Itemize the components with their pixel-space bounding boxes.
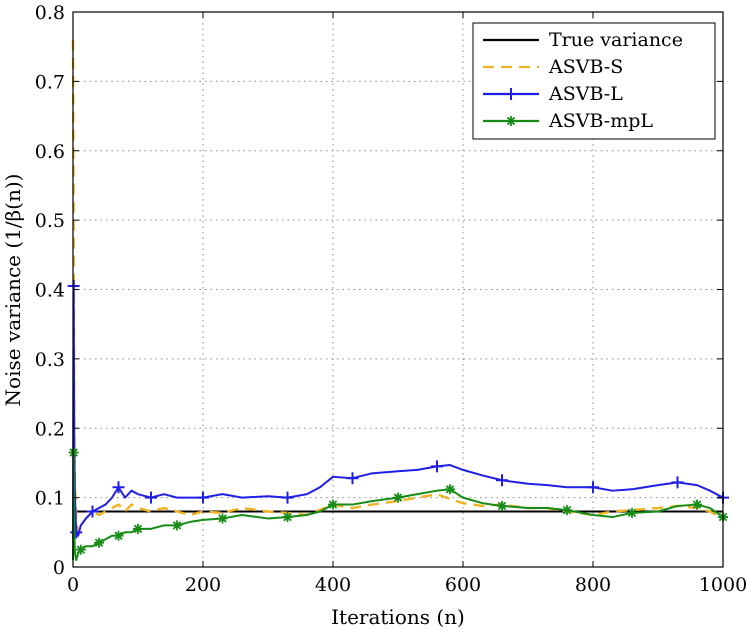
- y-tick-label: 0.6: [35, 141, 65, 163]
- x-tick-label: 1000: [699, 574, 747, 596]
- x-tick-label: 800: [575, 574, 611, 596]
- y-axis-label: Noise variance (1/β(n)): [1, 174, 25, 407]
- legend-label-2: ASVB-L: [548, 83, 623, 105]
- legend-label-0: True variance: [549, 29, 683, 51]
- series-point-3: [497, 500, 507, 511]
- x-tick-label: 0: [67, 574, 79, 596]
- series-point-2: [587, 481, 599, 494]
- series-1: [71, 39, 724, 534]
- y-tick-label: 0.1: [35, 488, 65, 510]
- y-tick-label: 0.2: [35, 418, 65, 440]
- y-tick-label: 0.3: [35, 349, 65, 371]
- series-line-1: [71, 39, 724, 534]
- series-point-2: [145, 491, 157, 504]
- legend-label-1: ASVB-S: [548, 56, 623, 78]
- y-tick-label: 0.8: [35, 2, 65, 24]
- ticks: [72, 11, 724, 568]
- y-tick-label: 0.5: [35, 210, 65, 232]
- tick-labels: 0 200 400 600 800 1000 0 0.1 0.2 0.3 0.4 0.5 0.6 0.7 0…: [35, 2, 747, 596]
- series-point-3: [75, 544, 86, 555]
- x-tick-label: 600: [445, 574, 481, 596]
- series-point-3: [692, 499, 702, 510]
- series-point-3: [133, 523, 143, 534]
- series-point-2: [671, 476, 684, 489]
- x-axis-label: Iterations (n): [331, 605, 465, 629]
- y-tick-label: 0: [53, 557, 65, 579]
- x-tick-label: 200: [185, 574, 221, 596]
- series-point-2: [281, 491, 294, 504]
- series-point-2: [67, 280, 80, 293]
- series-point-3: [328, 499, 338, 510]
- legend-marker-3: [506, 116, 516, 126]
- series-point-3: [94, 537, 104, 548]
- legend: True variance ASVB-S ASVB-L ASVB-mpL: [472, 22, 716, 140]
- series-point-3: [113, 530, 124, 541]
- series-layer: [67, 39, 729, 562]
- legend-label-3: ASVB-mpL: [548, 110, 653, 132]
- series-point-3: [445, 484, 455, 495]
- series-point-3: [562, 505, 572, 516]
- series-line-2: [72, 285, 724, 540]
- series-point-2: [431, 460, 443, 473]
- y-tick-label: 0.7: [35, 71, 65, 93]
- series-3: [68, 447, 728, 562]
- series-point-2: [197, 491, 209, 504]
- series-point-2: [346, 472, 359, 485]
- y-tick-label: 0.4: [35, 280, 65, 302]
- series-point-3: [393, 492, 403, 503]
- series-point-2: [112, 481, 125, 494]
- x-tick-label: 400: [315, 574, 351, 596]
- series-point-3: [172, 520, 182, 531]
- series-point-3: [282, 512, 293, 523]
- series-point-3: [217, 513, 228, 524]
- legend-marker-2: [505, 88, 517, 100]
- series-point-3: [68, 447, 79, 458]
- series-point-2: [86, 505, 99, 518]
- series-point-2: [496, 474, 508, 487]
- series-point-3: [627, 507, 637, 518]
